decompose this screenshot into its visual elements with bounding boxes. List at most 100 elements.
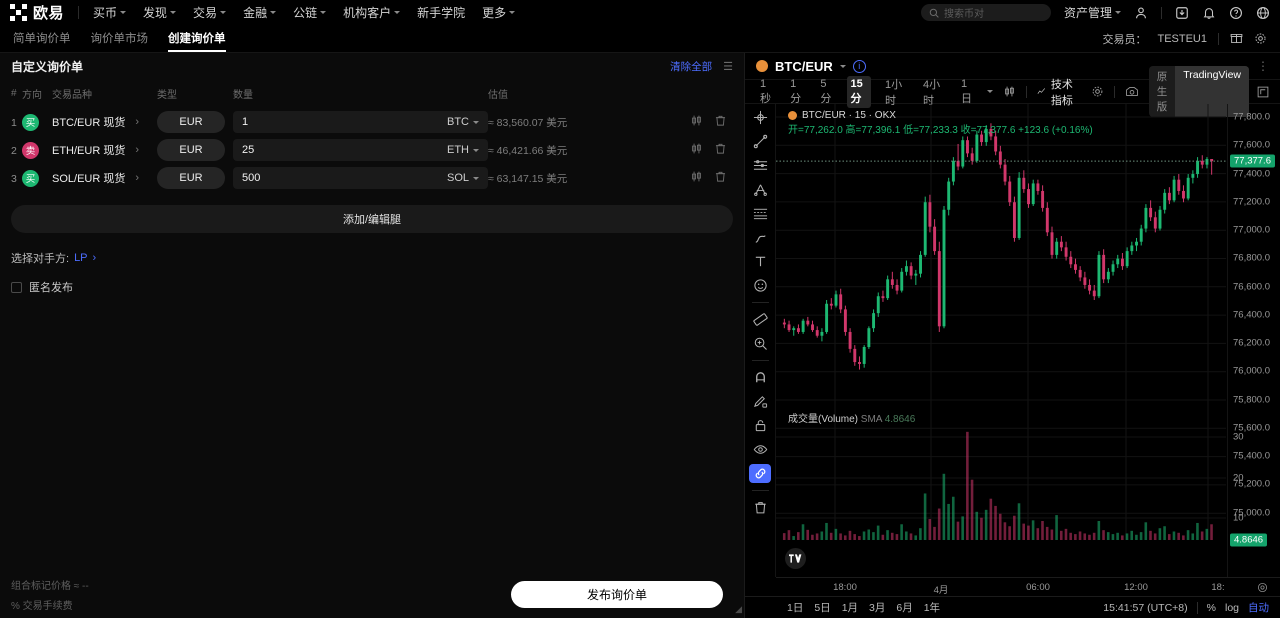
currency-dropdown[interactable]: SOL (447, 172, 479, 184)
price-tick: 76,200.0 (1233, 337, 1270, 349)
range-1y[interactable]: 1年 (923, 602, 941, 614)
tab-rfq-market[interactable]: 询价单市场 (90, 32, 149, 45)
direction-badge-buy[interactable]: 买 (22, 113, 39, 131)
symbol-selector[interactable]: ETH/EUR 现货 › (52, 142, 157, 158)
timeframe-1m[interactable]: 1分 (790, 77, 802, 105)
gear-icon[interactable] (1254, 32, 1267, 45)
nav-label: 交易 (193, 6, 218, 20)
nav-item-buy-crypto[interactable]: 买币 (93, 4, 127, 21)
nav-item-chain[interactable]: 公链 (293, 4, 327, 21)
scale-auto-button[interactable]: 自动 (1248, 602, 1269, 614)
crosshair-icon[interactable] (749, 108, 771, 127)
view-tradingview-option[interactable]: TradingView (1175, 66, 1249, 117)
range-1d[interactable]: 1日 (787, 602, 804, 614)
magnet-icon[interactable] (749, 368, 771, 387)
measure-icon[interactable] (749, 310, 771, 329)
candlestick-icon[interactable] (690, 114, 703, 130)
timeframe-1s[interactable]: 1秒 (760, 77, 771, 105)
pitchfork-icon[interactable] (749, 180, 771, 199)
globe-icon[interactable] (1256, 6, 1270, 20)
axis-settings-icon[interactable] (1257, 582, 1268, 596)
chart-plot-area[interactable]: BTC/EUR · 15 · OKX 开=77,262.0 高=77,396.1… (776, 104, 1227, 577)
zoom-icon[interactable] (749, 334, 771, 353)
currency-dropdown[interactable]: BTC (447, 116, 479, 128)
user-icon[interactable] (1134, 6, 1148, 20)
panel-menu-icon[interactable]: ☰ (723, 61, 733, 73)
range-1mo[interactable]: 1月 (841, 602, 859, 614)
nav-item-finance[interactable]: 金融 (243, 4, 277, 21)
chevron-down-icon[interactable] (839, 64, 846, 68)
tab-simple-rfq[interactable]: 简单询价单 (13, 32, 71, 45)
info-icon[interactable]: i (852, 59, 866, 73)
publish-rfq-button[interactable]: 发布询价单 (511, 580, 723, 608)
bell-icon[interactable] (1202, 6, 1216, 20)
trash-icon[interactable] (749, 498, 771, 517)
brush-icon[interactable] (749, 228, 771, 247)
range-3mo[interactable]: 3月 (869, 602, 886, 614)
quantity-input[interactable]: 1 BTC (233, 111, 488, 133)
search-input[interactable]: 搜索币对 (920, 4, 1051, 21)
lock-icon[interactable] (749, 416, 771, 435)
link-icon[interactable] (749, 464, 771, 483)
currency-dropdown[interactable]: ETH (447, 144, 479, 156)
chart-type-icon[interactable] (1003, 85, 1016, 98)
range-5d[interactable]: 5日 (814, 602, 831, 614)
gear-icon[interactable] (1091, 85, 1104, 98)
resize-handle[interactable]: ◢ (735, 604, 742, 614)
view-native-option[interactable]: 原生版 (1156, 71, 1168, 113)
scale-log-button[interactable]: log (1224, 601, 1239, 614)
time-axis[interactable]: 18:00 4月 06:00 12:00 18: (776, 577, 1280, 596)
delete-icon[interactable] (714, 142, 727, 158)
symbol-selector[interactable]: BTC/EUR 现货 › (52, 114, 157, 130)
assets-management-menu[interactable]: 资产管理 (1064, 4, 1121, 21)
horizontal-lines-icon[interactable] (749, 156, 771, 175)
add-edit-leg-button[interactable]: 添加/编辑腿 (11, 205, 733, 233)
okx-logo[interactable]: 欧易 (10, 2, 64, 23)
delete-icon[interactable] (714, 170, 727, 186)
direction-badge-sell[interactable]: 卖 (22, 141, 39, 159)
timeframe-1h[interactable]: 1小时 (885, 78, 903, 107)
clear-all-button[interactable]: 清除全部 (670, 61, 713, 73)
scale-percent-button[interactable]: % (1206, 601, 1216, 614)
symbol-label: BTC/EUR 现货 (52, 117, 126, 129)
range-6mo[interactable]: 6月 (896, 602, 913, 614)
anonymous-checkbox[interactable] (11, 281, 22, 293)
nav-item-more[interactable]: 更多 (482, 4, 516, 21)
timeframe-4h[interactable]: 4小时 (923, 78, 941, 107)
tab-create-rfq[interactable]: 创建询价单 (168, 25, 226, 52)
direction-badge-buy[interactable]: 买 (22, 169, 39, 187)
timeframe-1d[interactable]: 1日 (961, 77, 973, 105)
snapshot-icon[interactable] (1125, 85, 1139, 98)
counterparty-value[interactable]: LP (74, 252, 88, 264)
trend-line-icon[interactable] (749, 132, 771, 151)
nav-item-academy[interactable]: 新手学院 (417, 4, 465, 21)
box-icon[interactable] (1230, 32, 1243, 45)
type-pill[interactable]: EUR (157, 139, 225, 161)
chart-panel-menu-icon[interactable]: ⋮ (1257, 59, 1269, 73)
fullscreen-icon[interactable] (1257, 86, 1269, 98)
text-icon[interactable] (749, 252, 771, 271)
indicators-button[interactable]: 技术指标 (1037, 76, 1081, 108)
nav-item-trade[interactable]: 交易 (193, 4, 227, 21)
candlestick-icon[interactable] (690, 142, 703, 158)
download-icon[interactable] (1175, 6, 1189, 20)
emoji-icon[interactable] (749, 276, 771, 295)
nav-item-institutional[interactable]: 机构客户 (343, 4, 401, 21)
price-axis[interactable]: 77,800.0 77,600.0 77,400.0 77,200.0 77,0… (1227, 104, 1280, 577)
timeframe-5m[interactable]: 5分 (820, 77, 832, 105)
drawing-mode-icon[interactable] (749, 392, 771, 411)
candlestick-icon[interactable] (690, 170, 703, 186)
type-pill[interactable]: EUR (157, 167, 225, 189)
drawing-toolbar (745, 104, 776, 577)
timeframe-15m[interactable]: 15分 (846, 75, 872, 108)
type-pill[interactable]: EUR (157, 111, 225, 133)
nav-item-discover[interactable]: 发现 (143, 4, 177, 21)
fibonacci-icon[interactable] (749, 204, 771, 223)
quantity-input[interactable]: 500 SOL (233, 167, 488, 189)
eye-icon[interactable] (749, 440, 771, 459)
quantity-input[interactable]: 25 ETH (233, 139, 488, 161)
symbol-selector[interactable]: SOL/EUR 现货 › (52, 170, 157, 186)
chevron-down-icon[interactable] (987, 90, 994, 93)
delete-icon[interactable] (714, 114, 727, 130)
help-icon[interactable] (1229, 6, 1243, 20)
